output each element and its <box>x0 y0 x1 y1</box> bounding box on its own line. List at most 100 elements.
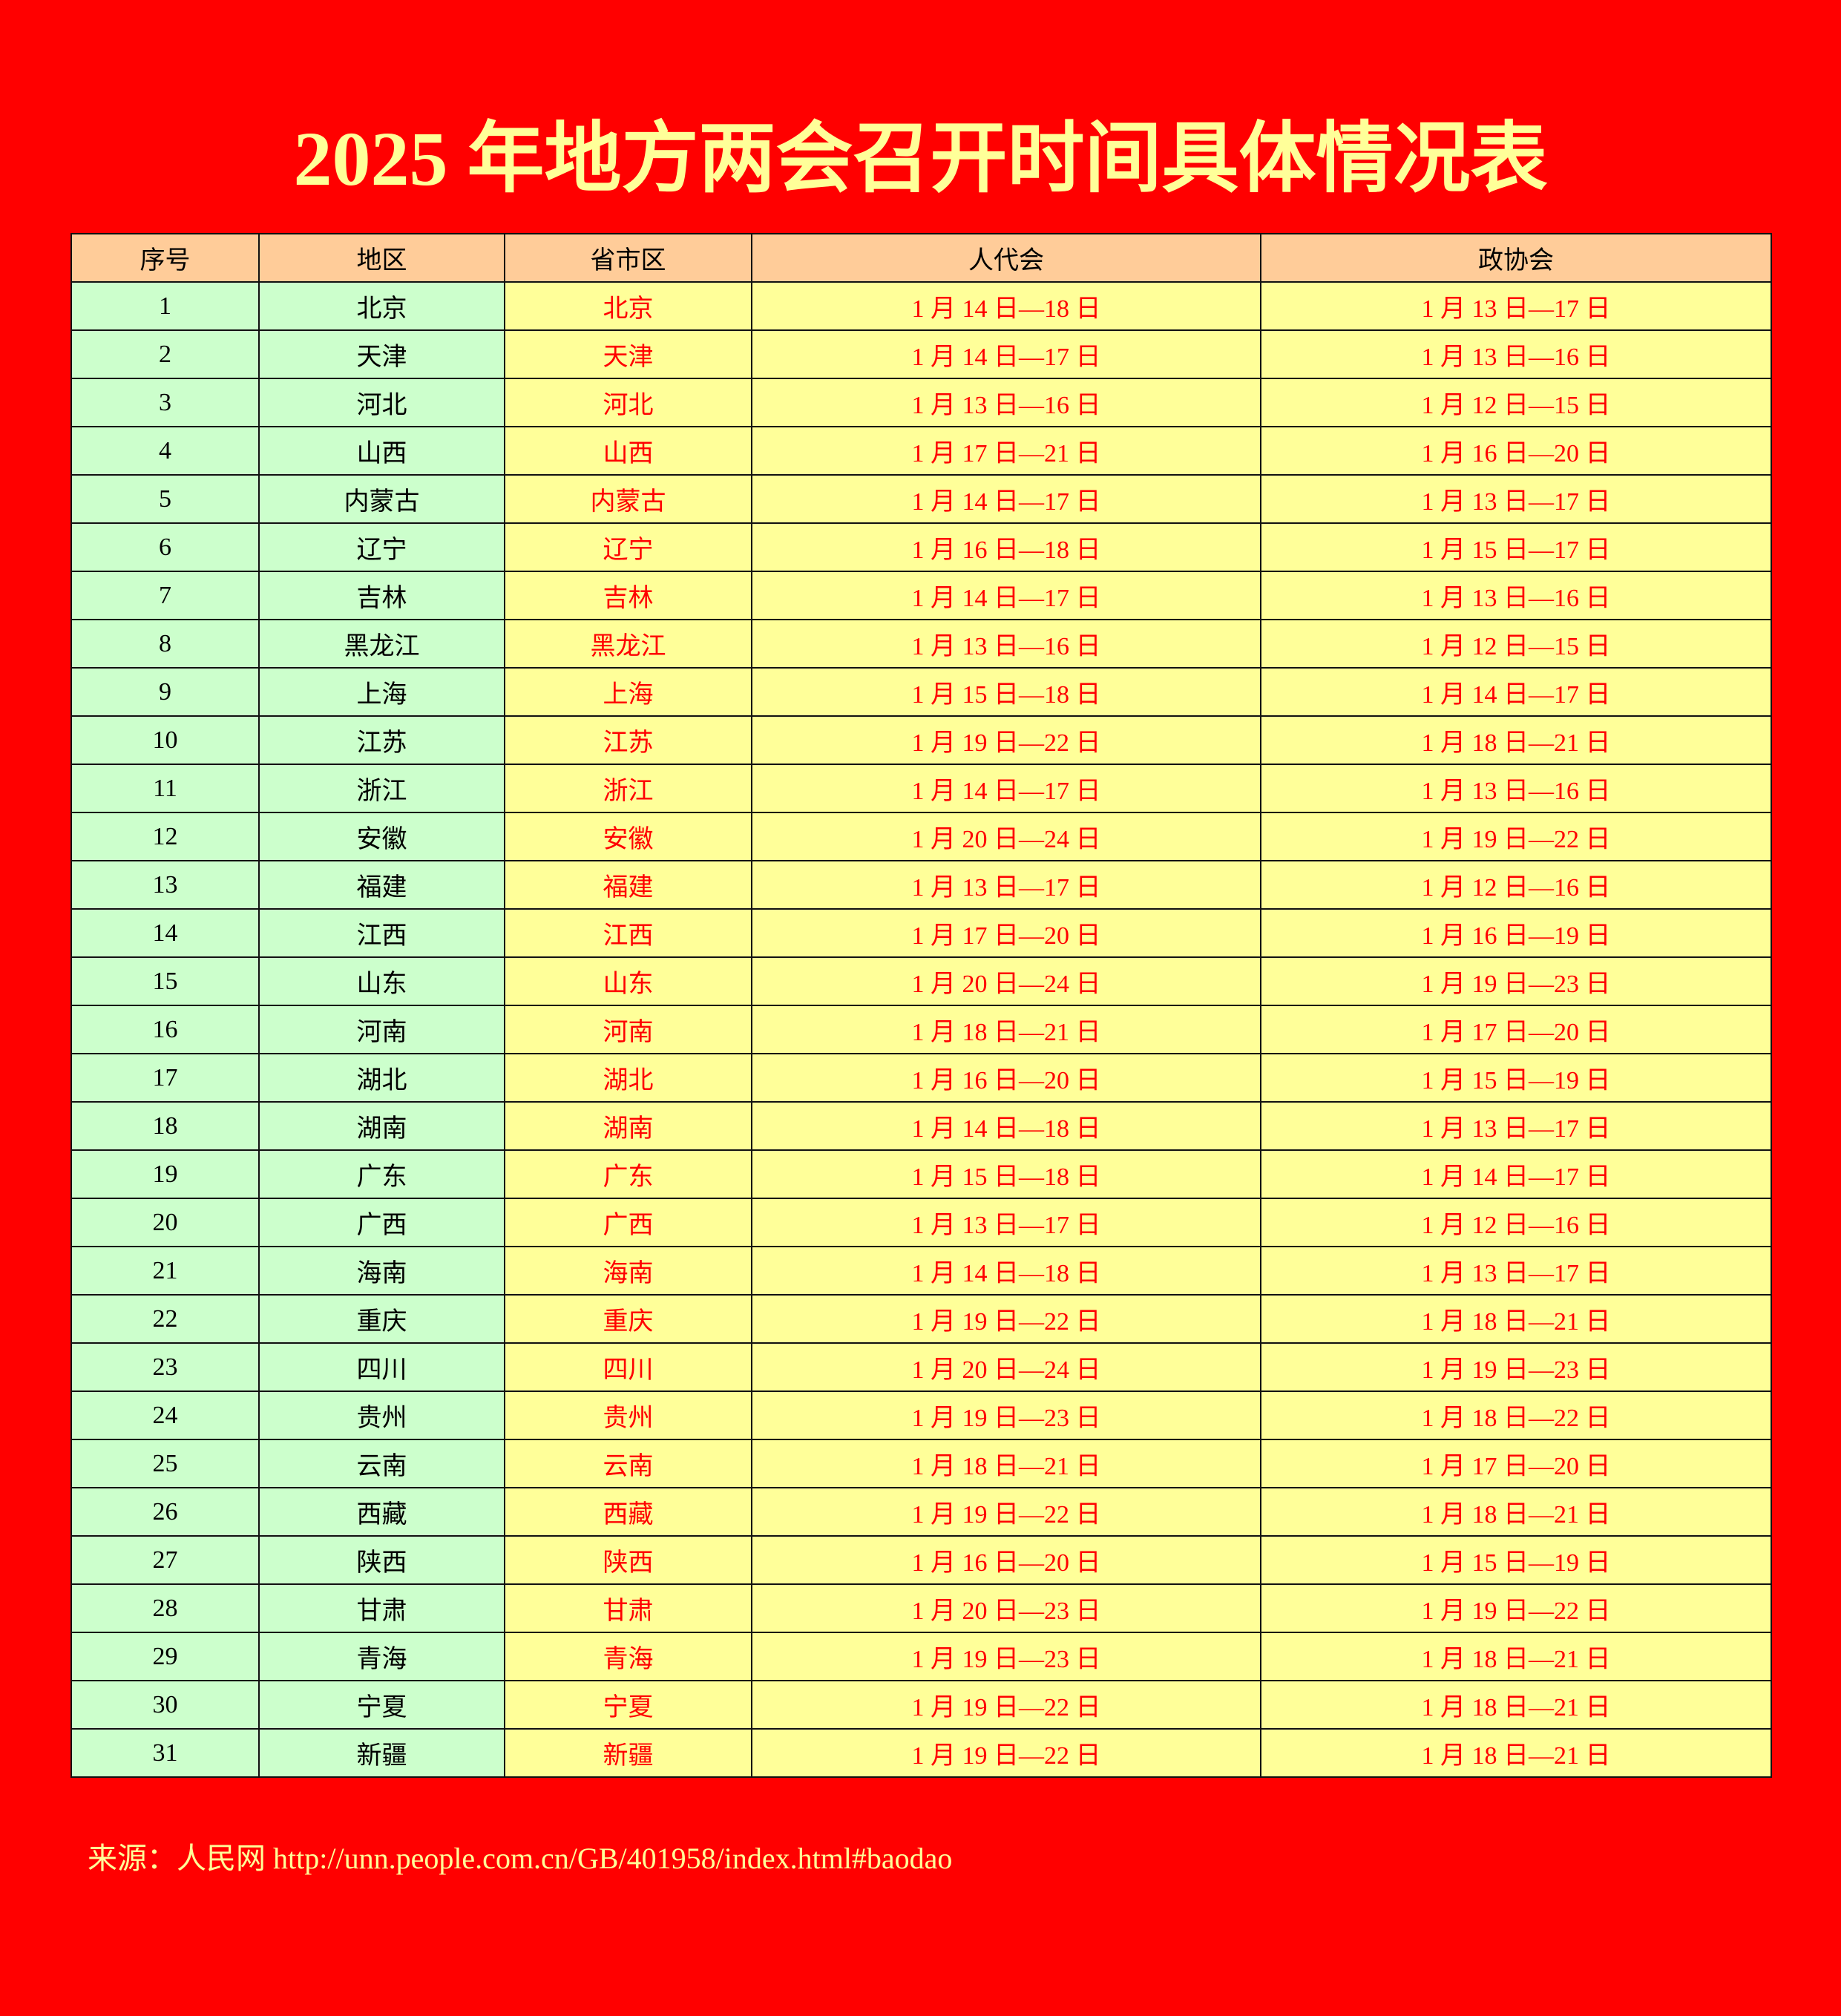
cell-index: 15 <box>70 956 260 1006</box>
cell-index: 1 <box>70 281 260 331</box>
cell-index: 11 <box>70 764 260 813</box>
cell-province: 天津 <box>504 329 752 379</box>
cell-npc-dates: 1 月 13 日—16 日 <box>751 619 1261 669</box>
table-header-row: 序号 地区 省市区 人代会 政协会 <box>70 233 1772 283</box>
cell-npc-dates: 1 月 14 日—17 日 <box>751 764 1261 813</box>
cell-cppcc-dates: 1 月 17 日—20 日 <box>1260 1005 1772 1054</box>
cell-region: 山东 <box>258 956 505 1006</box>
cell-province: 甘肃 <box>504 1583 752 1633</box>
cell-cppcc-dates: 1 月 16 日—20 日 <box>1260 426 1772 476</box>
cell-cppcc-dates: 1 月 18 日—21 日 <box>1260 1728 1772 1778</box>
cell-index: 27 <box>70 1535 260 1585</box>
cell-province: 海南 <box>504 1246 752 1296</box>
cell-cppcc-dates: 1 月 13 日—17 日 <box>1260 474 1772 524</box>
cell-cppcc-dates: 1 月 19 日—23 日 <box>1260 1342 1772 1392</box>
cell-npc-dates: 1 月 14 日—17 日 <box>751 571 1261 620</box>
cell-province: 重庆 <box>504 1294 752 1344</box>
cell-cppcc-dates: 1 月 19 日—23 日 <box>1260 956 1772 1006</box>
cell-cppcc-dates: 1 月 18 日—21 日 <box>1260 1632 1772 1681</box>
cell-cppcc-dates: 1 月 13 日—17 日 <box>1260 281 1772 331</box>
cell-npc-dates: 1 月 19 日—22 日 <box>751 1294 1261 1344</box>
cell-province: 浙江 <box>504 764 752 813</box>
cell-index: 7 <box>70 571 260 620</box>
cell-region: 新疆 <box>258 1728 505 1778</box>
cell-cppcc-dates: 1 月 13 日—16 日 <box>1260 329 1772 379</box>
cell-npc-dates: 1 月 19 日—22 日 <box>751 715 1261 765</box>
cell-cppcc-dates: 1 月 13 日—16 日 <box>1260 571 1772 620</box>
cell-index: 26 <box>70 1487 260 1537</box>
cell-province: 内蒙古 <box>504 474 752 524</box>
cell-index: 8 <box>70 619 260 669</box>
cell-region: 江西 <box>258 908 505 958</box>
cell-npc-dates: 1 月 17 日—21 日 <box>751 426 1261 476</box>
cell-region: 吉林 <box>258 571 505 620</box>
cell-province: 山东 <box>504 956 752 1006</box>
cell-npc-dates: 1 月 20 日—24 日 <box>751 812 1261 861</box>
cell-index: 29 <box>70 1632 260 1681</box>
cell-cppcc-dates: 1 月 12 日—16 日 <box>1260 860 1772 910</box>
cell-region: 广东 <box>258 1149 505 1199</box>
cell-cppcc-dates: 1 月 18 日—22 日 <box>1260 1390 1772 1440</box>
cell-cppcc-dates: 1 月 19 日—22 日 <box>1260 1583 1772 1633</box>
cell-index: 19 <box>70 1149 260 1199</box>
cell-region: 河南 <box>258 1005 505 1054</box>
cell-npc-dates: 1 月 14 日—17 日 <box>751 329 1261 379</box>
cell-npc-dates: 1 月 13 日—17 日 <box>751 1198 1261 1247</box>
cell-region: 宁夏 <box>258 1680 505 1730</box>
cell-cppcc-dates: 1 月 16 日—19 日 <box>1260 908 1772 958</box>
cell-region: 河北 <box>258 378 505 427</box>
cell-province: 上海 <box>504 667 752 717</box>
cell-cppcc-dates: 1 月 15 日—17 日 <box>1260 522 1772 572</box>
cell-province: 福建 <box>504 860 752 910</box>
cell-index: 6 <box>70 522 260 572</box>
cell-region: 青海 <box>258 1632 505 1681</box>
cell-cppcc-dates: 1 月 13 日—16 日 <box>1260 764 1772 813</box>
cell-index: 31 <box>70 1728 260 1778</box>
cell-region: 重庆 <box>258 1294 505 1344</box>
cell-region: 陕西 <box>258 1535 505 1585</box>
source-note: 来源：人民网 http://unn.people.com.cn/GB/40195… <box>88 1842 953 1875</box>
cell-index: 3 <box>70 378 260 427</box>
cell-region: 湖南 <box>258 1101 505 1151</box>
cell-province: 安徽 <box>504 812 752 861</box>
cell-index: 24 <box>70 1390 260 1440</box>
cell-index: 16 <box>70 1005 260 1054</box>
cell-npc-dates: 1 月 19 日—23 日 <box>751 1632 1261 1681</box>
cell-npc-dates: 1 月 14 日—17 日 <box>751 474 1261 524</box>
cell-cppcc-dates: 1 月 17 日—20 日 <box>1260 1439 1772 1488</box>
cell-npc-dates: 1 月 20 日—24 日 <box>751 956 1261 1006</box>
cell-province: 云南 <box>504 1439 752 1488</box>
cell-npc-dates: 1 月 13 日—16 日 <box>751 378 1261 427</box>
cell-index: 4 <box>70 426 260 476</box>
cell-index: 17 <box>70 1053 260 1103</box>
cell-region: 安徽 <box>258 812 505 861</box>
cell-index: 12 <box>70 812 260 861</box>
cell-index: 10 <box>70 715 260 765</box>
cell-region: 黑龙江 <box>258 619 505 669</box>
cell-province: 江苏 <box>504 715 752 765</box>
cell-province: 广东 <box>504 1149 752 1199</box>
cell-index: 30 <box>70 1680 260 1730</box>
cell-cppcc-dates: 1 月 15 日—19 日 <box>1260 1535 1772 1585</box>
cell-province: 湖北 <box>504 1053 752 1103</box>
cell-npc-dates: 1 月 20 日—24 日 <box>751 1342 1261 1392</box>
cell-province: 辽宁 <box>504 522 752 572</box>
